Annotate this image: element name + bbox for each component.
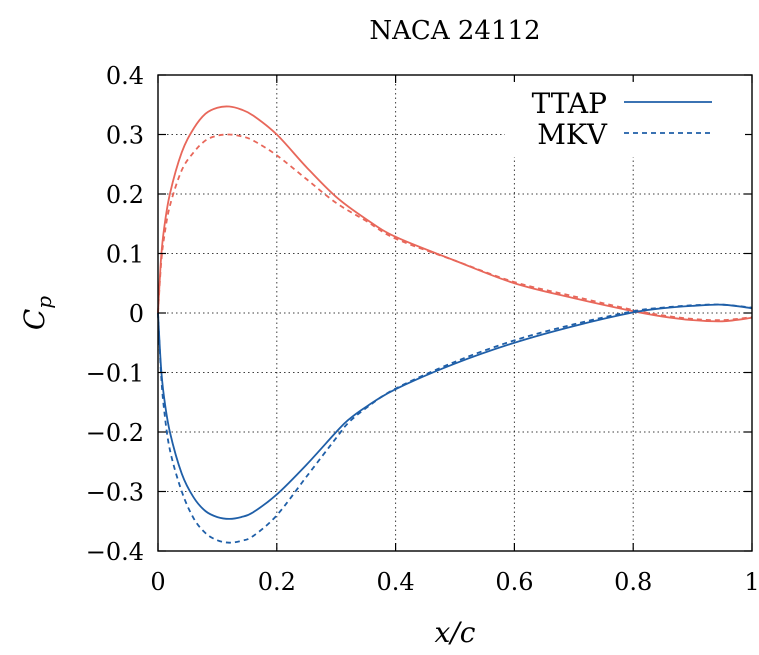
x-tick-label: 0.2 xyxy=(258,568,296,596)
y-tick-label: −0.1 xyxy=(86,360,144,388)
y-tick-label: 0.2 xyxy=(106,181,144,209)
legend-background xyxy=(505,82,745,157)
legend-label-ttap: TTAP xyxy=(532,87,607,120)
x-tick-label: 0.4 xyxy=(377,568,415,596)
y-tick-label: −0.4 xyxy=(86,538,144,566)
legend: TTAP MKV xyxy=(505,82,745,157)
x-tick-label: 1 xyxy=(744,568,759,596)
series-line-mkv-lower xyxy=(157,303,753,544)
legend-label-mkv: MKV xyxy=(537,118,608,151)
y-tick-label: 0 xyxy=(129,300,144,328)
y-tick-label: 0.1 xyxy=(106,241,144,269)
x-axis-label: x/c xyxy=(435,616,476,649)
tick-layer: 0 0.2 0.4 0.6 0.8 1 −0.4 −0.3 −0.2 −0.1 0 0.1 0.2 0.3… xyxy=(86,62,759,596)
y-tick-label: 0.3 xyxy=(106,122,144,150)
x-tick-label: 0 xyxy=(150,568,165,596)
y-tick-label: −0.2 xyxy=(86,419,144,447)
y-tick-label: −0.3 xyxy=(86,479,144,507)
series-line-ttap-lower xyxy=(157,303,753,520)
series-line-mkv-upper xyxy=(157,133,753,322)
y-tick-label: 0.4 xyxy=(106,62,144,90)
x-tick-label: 0.8 xyxy=(614,568,652,596)
x-tick-label: 0.6 xyxy=(495,568,533,596)
chart-title: NACA 24112 xyxy=(369,16,540,46)
y-axis-label: Cp xyxy=(18,296,56,330)
series-layer xyxy=(157,105,753,544)
